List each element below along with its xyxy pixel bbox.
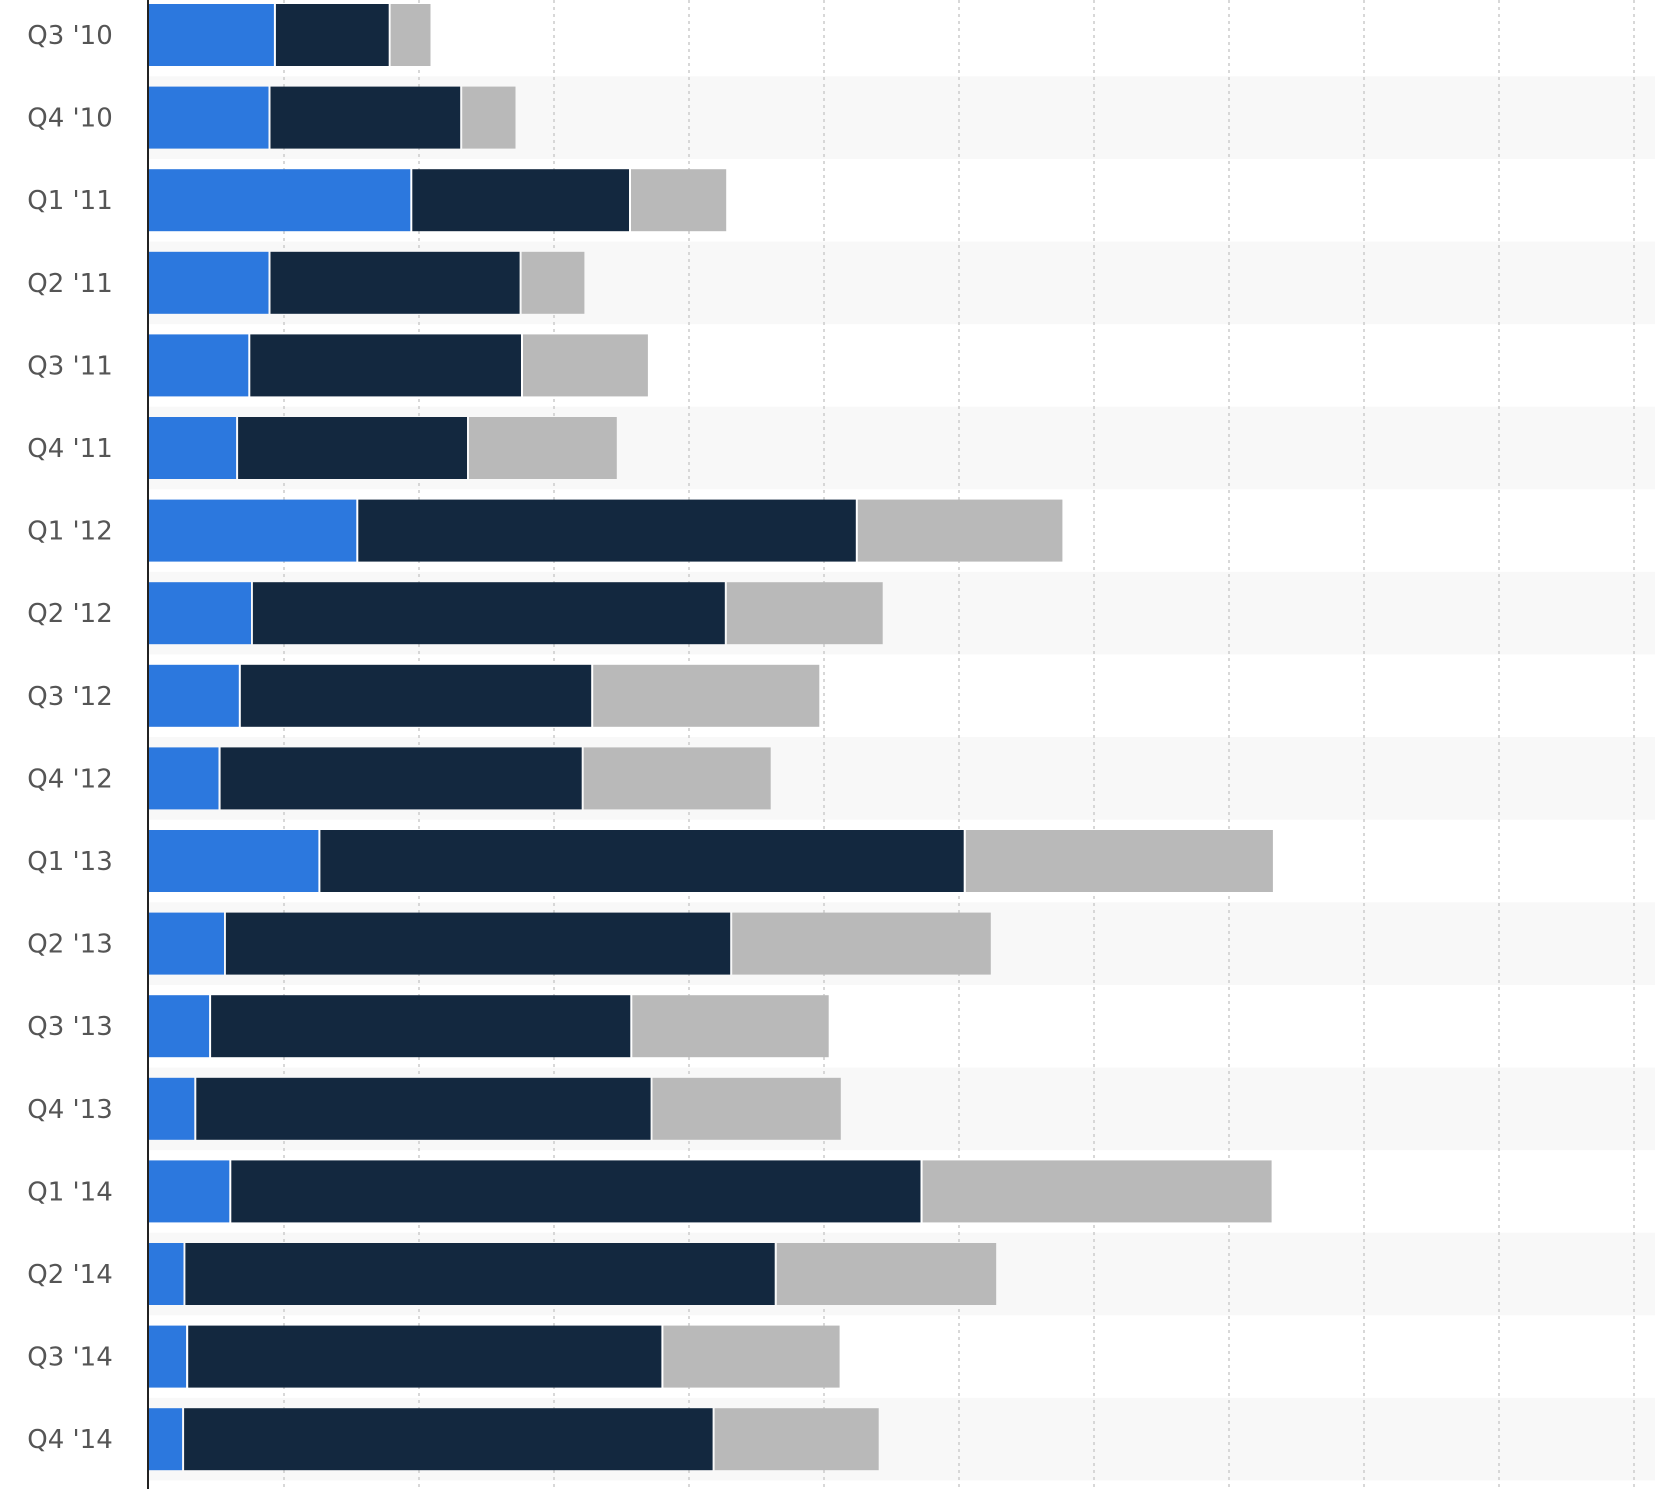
bar-segment-2 (211, 995, 631, 1058)
bar-segment-2 (240, 664, 592, 727)
bars (149, 4, 1273, 1471)
bar-segment-3 (663, 1325, 840, 1388)
category-label: Q2 '12 (27, 599, 113, 629)
bar-segment-1 (149, 1243, 184, 1305)
bar-segment-1 (149, 1077, 195, 1140)
bar-segment-1 (149, 995, 210, 1058)
category-label: Q4 '14 (27, 1425, 113, 1455)
category-label: Q3 '10 (27, 21, 113, 51)
bar-segment-3 (462, 86, 516, 149)
bar-segment-3 (469, 417, 617, 479)
bar-segment-2 (231, 1160, 921, 1223)
bar-segment-1 (149, 4, 274, 66)
bar-segment-1 (149, 912, 224, 975)
category-label: Q2 '14 (27, 1260, 113, 1290)
bar-segment-2 (188, 1325, 662, 1388)
bar-segment-3 (652, 1077, 841, 1140)
category-label: Q4 '12 (27, 764, 113, 794)
category-label: Q3 '12 (27, 682, 113, 712)
bar-segment-3 (965, 830, 1273, 892)
category-label: Q1 '11 (27, 186, 113, 216)
bar-segment-2 (320, 830, 964, 892)
gridlines (283, 0, 1635, 1489)
bar-segment-1 (149, 830, 319, 892)
bar-segment-2 (412, 169, 629, 232)
bar-segment-1 (149, 747, 219, 810)
bar-segment-2 (275, 4, 389, 66)
bar-segment-2 (250, 334, 522, 397)
category-label: Q3 '11 (27, 351, 113, 381)
category-label: Q3 '14 (27, 1343, 113, 1373)
bar-segment-2 (225, 912, 731, 975)
bar-segment-1 (149, 251, 269, 314)
bar-segment-3 (776, 1243, 997, 1305)
category-label: Q2 '11 (27, 269, 113, 299)
bar-segment-1 (149, 334, 249, 397)
bar-segment-3 (593, 664, 820, 727)
bar-segment-3 (922, 1160, 1272, 1223)
category-label: Q3 '13 (27, 1012, 113, 1042)
bar-segment-2 (358, 499, 856, 562)
bar-segment-2 (220, 747, 582, 810)
bar-segment-2 (184, 1408, 713, 1471)
category-label: Q4 '11 (27, 434, 113, 464)
bar-segment-2 (238, 417, 467, 479)
bar-segment-2 (270, 251, 520, 314)
bar-segment-3 (523, 334, 648, 397)
bar-segment-2 (270, 86, 461, 149)
bar-segment-3 (732, 912, 991, 975)
bar-segment-3 (631, 169, 727, 232)
bar-segment-1 (149, 664, 239, 727)
bar-segment-2 (252, 582, 725, 645)
bar-segment-1 (149, 417, 237, 479)
category-label: Q4 '13 (27, 1095, 113, 1125)
bar-segment-1 (149, 1325, 187, 1388)
bar-segment-2 (196, 1077, 651, 1140)
bar-segment-3 (726, 582, 883, 645)
bar-segment-1 (149, 1160, 230, 1223)
category-label: Q1 '12 (27, 517, 113, 547)
bar-segment-3 (714, 1408, 879, 1471)
bar-segment-3 (521, 251, 585, 314)
bar-segment-3 (857, 499, 1063, 562)
category-label: Q2 '13 (27, 930, 113, 960)
bar-segment-1 (149, 86, 269, 149)
category-label: Q1 '13 (27, 847, 113, 877)
category-labels: Q3 '10 Q4 '10 Q1 '11 Q2 '11 Q3 '11 Q4 '11 Q1 '… (27, 21, 113, 1455)
category-label: Q4 '10 (27, 104, 113, 134)
bar-segment-1 (149, 582, 251, 645)
bar-segment-3 (583, 747, 771, 810)
bar-segment-1 (149, 1408, 183, 1471)
bar-segment-1 (149, 169, 411, 232)
bar-segment-2 (185, 1243, 775, 1305)
bar-segment-3 (632, 995, 829, 1058)
bar-segment-1 (149, 499, 357, 562)
bar-segment-3 (390, 4, 431, 66)
category-label: Q1 '14 (27, 1177, 113, 1207)
